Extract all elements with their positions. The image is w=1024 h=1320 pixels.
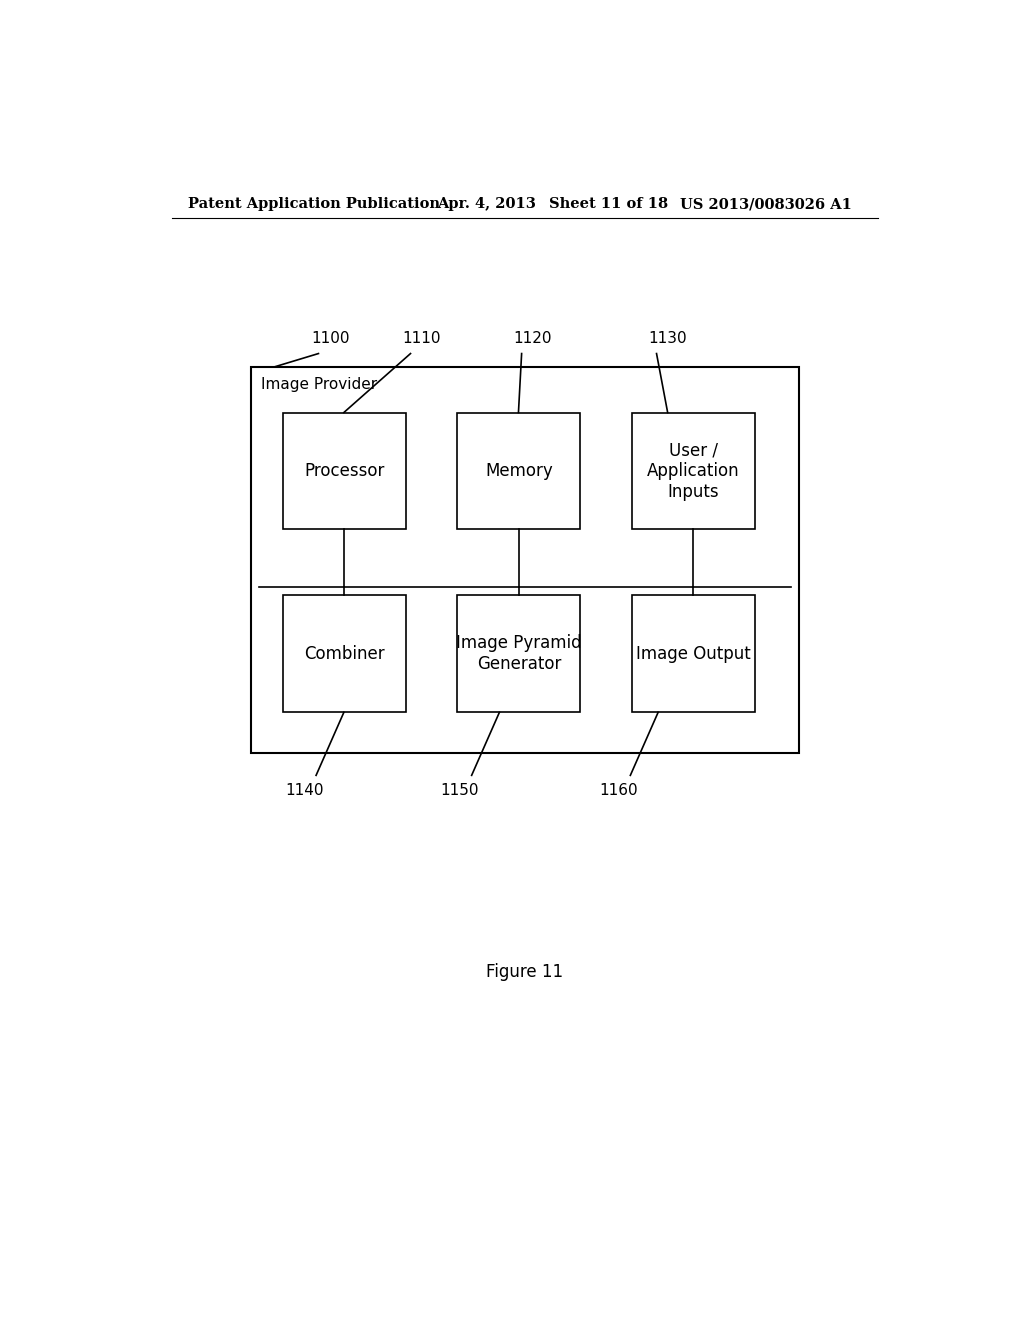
Text: 1120: 1120 [513,331,552,346]
Text: User /
Application
Inputs: User / Application Inputs [647,441,739,500]
Text: Memory: Memory [485,462,553,480]
Bar [283,413,406,529]
Text: Patent Application Publication: Patent Application Publication [187,197,439,211]
Text: Image Provider: Image Provider [261,378,378,392]
Text: 1160: 1160 [599,784,638,799]
Bar [251,367,799,752]
Text: Sheet 11 of 18: Sheet 11 of 18 [549,197,668,211]
Text: 1130: 1130 [648,331,687,346]
Text: 1140: 1140 [285,784,324,799]
Text: 1100: 1100 [311,331,349,346]
Text: Image Pyramid
Generator: Image Pyramid Generator [456,635,582,673]
Bar [458,595,581,713]
Text: US 2013/0083026 A1: US 2013/0083026 A1 [680,197,851,211]
Bar [283,595,406,713]
Text: Apr. 4, 2013: Apr. 4, 2013 [437,197,537,211]
Bar [458,413,581,529]
Text: 1110: 1110 [402,331,441,346]
Text: Combiner: Combiner [304,645,385,663]
Bar [632,595,755,713]
Text: Processor: Processor [304,462,384,480]
Bar [632,413,755,529]
Text: Figure 11: Figure 11 [486,962,563,981]
Text: 1150: 1150 [440,784,479,799]
Text: Image Output: Image Output [636,645,751,663]
